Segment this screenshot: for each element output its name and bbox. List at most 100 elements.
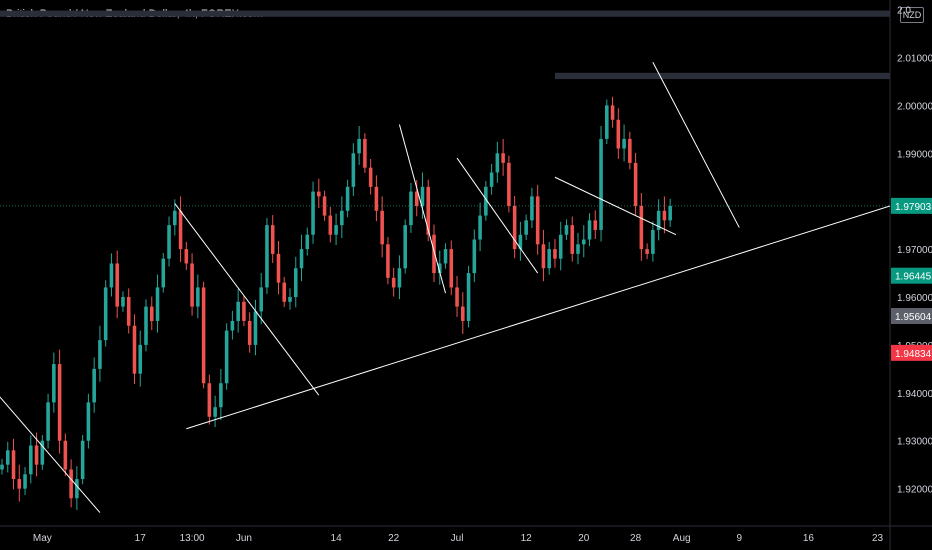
candle-up[interactable] (305, 234, 310, 250)
candle-up[interactable] (558, 234, 563, 259)
candle-up[interactable] (86, 402, 91, 441)
trendline[interactable] (0, 393, 101, 513)
candle-up[interactable] (340, 210, 344, 226)
candle-up[interactable] (213, 407, 217, 417)
candle-up[interactable] (293, 268, 298, 298)
trendline[interactable] (652, 62, 740, 228)
price-tag[interactable] (891, 267, 932, 284)
candle-down[interactable] (593, 220, 598, 230)
candle-up[interactable] (547, 249, 551, 269)
candle-down[interactable] (639, 205, 644, 250)
candle-down[interactable] (282, 282, 287, 302)
candle-down[interactable] (247, 320, 252, 345)
candle-up[interactable] (651, 229, 655, 254)
candle-up[interactable] (52, 364, 56, 403)
candle-down[interactable] (201, 287, 206, 384)
candle-up[interactable] (196, 287, 200, 307)
candle-down[interactable] (449, 249, 454, 288)
candle-up[interactable] (564, 225, 569, 235)
candle-up[interactable] (29, 445, 33, 475)
candle-down[interactable] (616, 119, 621, 149)
price-tag[interactable] (891, 344, 932, 361)
candle-down[interactable] (322, 196, 327, 216)
trendline[interactable] (186, 205, 891, 430)
candle-up[interactable] (288, 297, 292, 302)
candle-down[interactable] (610, 105, 615, 120)
candle-down[interactable] (633, 162, 638, 206)
candle-up[interactable] (253, 311, 258, 345)
candle-down[interactable] (363, 138, 367, 168)
candle-up[interactable] (5, 450, 10, 465)
candle-down[interactable] (541, 244, 546, 269)
candle-up[interactable] (530, 196, 534, 221)
candle-down[interactable] (11, 450, 16, 480)
currency-badge[interactable]: NZD (900, 7, 924, 23)
trendline[interactable] (398, 124, 447, 294)
trendline[interactable] (174, 203, 320, 396)
candle-up[interactable] (144, 306, 148, 345)
candle-up[interactable] (484, 186, 488, 216)
candle-down[interactable] (386, 244, 390, 278)
candle-down[interactable] (380, 210, 384, 245)
candle-down[interactable] (270, 225, 275, 254)
candle-up[interactable] (581, 239, 586, 245)
price-tag[interactable] (891, 307, 932, 324)
candle-down[interactable] (17, 479, 22, 489)
candle-up[interactable] (92, 368, 96, 403)
candle-down[interactable] (391, 277, 396, 288)
candle-up[interactable] (311, 191, 315, 235)
candle-down[interactable] (553, 249, 557, 259)
candle-down[interactable] (69, 469, 73, 499)
candle-up[interactable] (622, 138, 626, 149)
candle-down[interactable] (115, 263, 119, 307)
candle-down[interactable] (317, 191, 321, 197)
candle-up[interactable] (437, 263, 442, 274)
trendline[interactable] (554, 176, 677, 236)
candle-up[interactable] (605, 105, 609, 139)
candle-up[interactable] (403, 225, 407, 269)
candle-down[interactable] (432, 234, 436, 274)
candle-up[interactable] (161, 258, 166, 288)
candle-up[interactable] (155, 287, 160, 321)
candle-up[interactable] (230, 320, 235, 331)
candle-down[interactable] (184, 249, 189, 264)
candle-up[interactable] (518, 234, 523, 250)
candle-down[interactable] (178, 210, 183, 250)
candle-up[interactable] (489, 172, 494, 187)
candle-up[interactable] (478, 215, 482, 240)
candle-down[interactable] (535, 196, 540, 245)
candle-up[interactable] (121, 297, 125, 307)
trendline[interactable] (456, 157, 539, 274)
candle-up[interactable] (173, 210, 177, 226)
candle-down[interactable] (628, 138, 632, 163)
candle-down[interactable] (455, 287, 459, 307)
candle-up[interactable] (576, 244, 580, 254)
candle-up[interactable] (259, 287, 263, 312)
candle-up[interactable] (668, 205, 672, 221)
candle-up[interactable] (495, 153, 500, 173)
candle-up[interactable] (420, 186, 425, 206)
candle-up[interactable] (397, 268, 402, 288)
candle-up[interactable] (345, 186, 350, 211)
candle-down[interactable] (190, 263, 194, 307)
candle-up[interactable] (599, 138, 603, 230)
candle-up[interactable] (75, 479, 79, 499)
candle-down[interactable] (461, 306, 465, 321)
candle-up[interactable] (167, 225, 171, 259)
candle-up[interactable] (472, 239, 477, 274)
candle-down[interactable] (207, 383, 212, 417)
candle-down[interactable] (426, 186, 431, 235)
candle-up[interactable] (587, 220, 592, 240)
candle-up[interactable] (334, 225, 338, 235)
candle-down[interactable] (63, 440, 68, 470)
candle-up[interactable] (23, 474, 27, 489)
candle-down[interactable] (132, 325, 137, 374)
candle-down[interactable] (57, 364, 62, 441)
candle-up[interactable] (80, 440, 85, 480)
candle-up[interactable] (443, 249, 448, 264)
candle-down[interactable] (645, 249, 649, 254)
candle-down[interactable] (242, 301, 246, 321)
candle-up[interactable] (46, 402, 50, 441)
candle-up[interactable] (351, 153, 356, 187)
candle-up[interactable] (219, 383, 223, 408)
